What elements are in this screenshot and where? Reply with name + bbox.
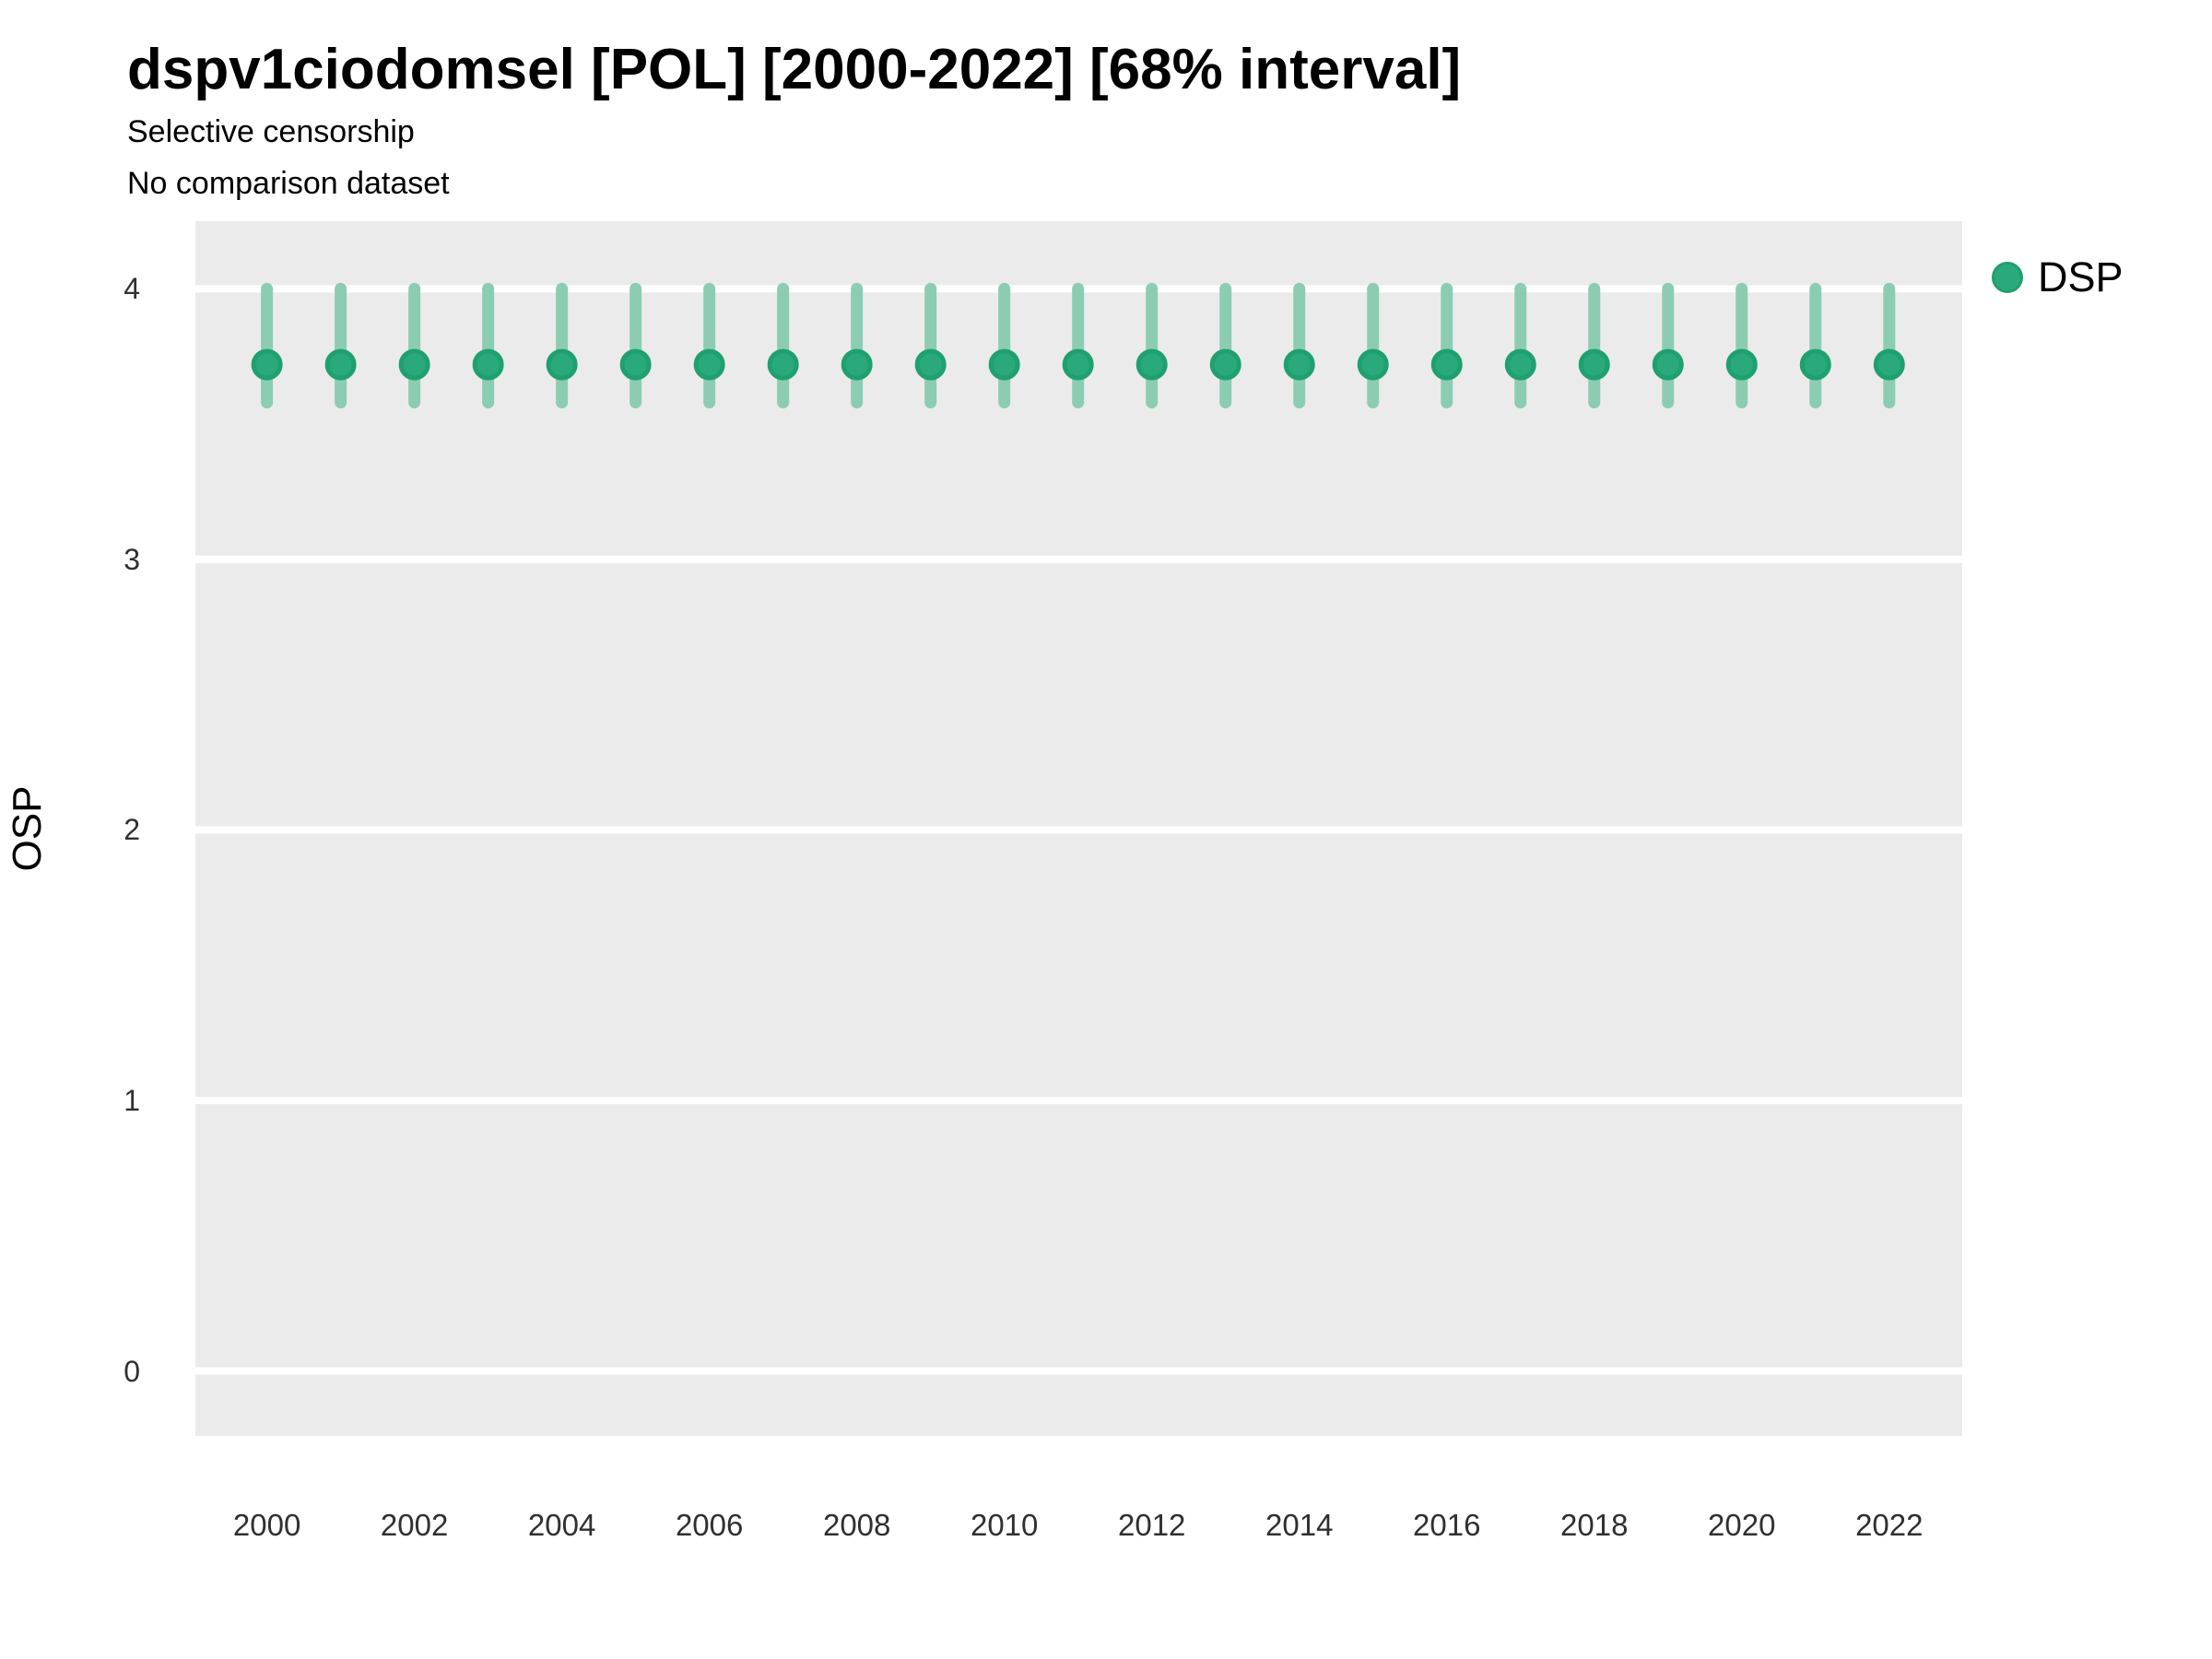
chart-subtitle: Selective censorship	[127, 114, 415, 149]
point-2017	[1504, 348, 1536, 381]
x-tick-label-2002: 2002	[380, 1508, 449, 1542]
point-2015	[1357, 348, 1389, 381]
x-tick-label-2010: 2010	[970, 1508, 1039, 1542]
x-tick-label-2006: 2006	[675, 1508, 744, 1542]
legend-label: DSP	[2038, 253, 2124, 300]
point-2007	[767, 348, 799, 381]
y-tick-label-0: 0	[124, 1354, 140, 1388]
point-2009	[914, 348, 947, 381]
point-2001	[324, 348, 357, 381]
x-tick-label-2014: 2014	[1265, 1508, 1334, 1542]
point-2021	[1799, 348, 1831, 381]
x-tick-label-2008: 2008	[822, 1508, 891, 1542]
point-2012	[1135, 348, 1168, 381]
y-tick-label-4: 4	[124, 272, 140, 306]
chart-note: No comparison dataset	[127, 166, 450, 201]
x-tick-label-2012: 2012	[1117, 1508, 1186, 1542]
legend: DSP	[1992, 256, 2124, 298]
x-tick-label-2018: 2018	[1560, 1508, 1629, 1542]
x-tick-label-2020: 2020	[1708, 1508, 1776, 1542]
point-2004	[546, 348, 578, 381]
point-2008	[841, 348, 873, 381]
x-tick-label-2016: 2016	[1413, 1508, 1481, 1542]
point-2022	[1873, 348, 1905, 381]
legend-point-swatch	[1992, 261, 2023, 293]
point-2005	[619, 348, 652, 381]
point-2016	[1430, 348, 1463, 381]
y-tick-label-3: 3	[124, 542, 140, 576]
point-2000	[251, 348, 283, 381]
chart-title: dspv1ciodomsel [POL] [2000-2022] [68% in…	[127, 38, 1462, 101]
point-2011	[1062, 348, 1094, 381]
point-2013	[1209, 348, 1241, 381]
x-tick-label-2000: 2000	[232, 1508, 301, 1542]
point-2006	[693, 348, 725, 381]
point-2020	[1725, 348, 1758, 381]
x-tick-label-2022: 2022	[1855, 1508, 1924, 1542]
y-tick-label-2: 2	[124, 813, 140, 847]
point-2018	[1578, 348, 1610, 381]
point-2019	[1652, 348, 1684, 381]
point-2003	[472, 348, 504, 381]
point-2002	[398, 348, 430, 381]
point-2014	[1283, 348, 1315, 381]
point-2010	[988, 348, 1020, 381]
x-tick-label-2004: 2004	[527, 1508, 596, 1542]
y-tick-label-1: 1	[124, 1084, 140, 1117]
